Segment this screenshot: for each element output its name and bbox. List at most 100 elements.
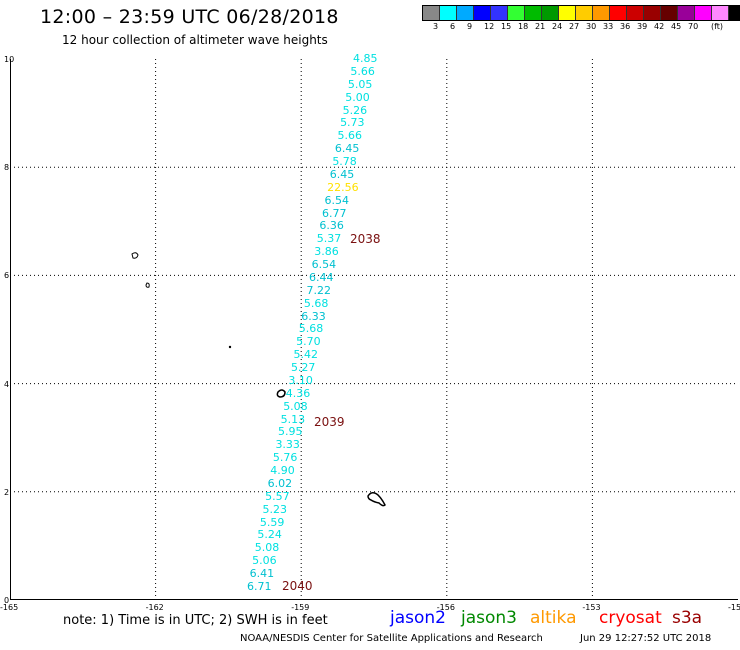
swh-reading: 6.41 [249,567,275,581]
swh-reading: 6.77 [321,206,347,220]
swh-reading: 22.56 [327,180,359,194]
pass-label-2039: 2039 [314,415,345,429]
swh-reading: 5.59 [259,515,285,529]
legend-swatch [610,6,627,20]
pass-label-2038: 2038 [350,232,381,246]
legend-swatch [661,6,678,20]
legend-label: 9 [467,22,473,31]
x-tick-label: -162 [145,603,164,612]
swh-reading: 5.27 [290,361,316,375]
swh-reading: 5.26 [342,103,368,117]
island-2 [145,282,150,288]
swh-reading: 6.45 [334,142,360,156]
legend-swatch [729,6,740,20]
island-3 [228,345,232,349]
swh-reading: 5.08 [283,399,308,413]
color-legend [422,5,740,21]
swh-reading: 4.36 [285,386,311,400]
swh-reading: 5.95 [278,425,303,439]
legend-swatch [559,6,576,20]
swh-reading: 6.44 [309,270,334,284]
legend-swatch [457,6,474,20]
y-tick-label: 6 [4,271,10,281]
legend-swatch [712,6,729,20]
swh-reading: 5.70 [296,335,321,349]
swh-reading: 5.78 [332,155,357,169]
page-title: 12:00 – 23:59 UTC 06/28/2018 [40,6,339,28]
swh-reading: 6.45 [329,167,355,181]
islands [131,252,386,507]
y-tick-label: 4 [4,379,10,389]
legend-label: 42 [654,22,665,31]
swh-reading: 6.54 [324,193,350,207]
legend-swatch [508,6,525,20]
swh-reading: 3.10 [288,373,313,387]
swh-reading: 5.24 [257,528,282,542]
legend-label: 27 [569,22,580,31]
swh-reading: 7.22 [306,283,331,297]
legend-swatch [440,6,457,20]
swh-reading: 6.36 [319,219,344,233]
sat-altika: altika [530,608,577,628]
swh-reading: 5.68 [298,322,324,336]
generated-timestamp: Jun 29 12:27:52 UTC 2018 [580,633,712,644]
legend-label: 45 [671,22,682,31]
swh-reading: 6.54 [311,258,337,272]
swh-reading: 5.05 [347,77,373,91]
legend-label: 70 [688,22,699,31]
legend-swatch [695,6,712,20]
swh-reading: 5.57 [265,489,290,503]
map-grid [10,59,738,600]
legend-label: (ft) [711,22,724,31]
swh-reading: 5.66 [337,129,362,143]
x-tick-label: -165 [0,603,19,612]
swh-reading: 4.85 [353,52,378,65]
sat-cryosat: cryosat [599,608,662,628]
sat-jason2: jason2 [390,608,446,628]
swh-reading: 5.42 [293,348,319,362]
swh-reading: 4.90 [270,464,295,478]
swh-reading: 6.02 [267,476,293,490]
swh-reading: 3.33 [275,438,300,452]
legend-label: 30 [586,22,597,31]
legend-label: 15 [501,22,512,31]
swh-reading: 5.00 [345,90,370,104]
legend-swatch [627,6,644,20]
legend-label: 18 [518,22,529,31]
swh-reading: 5.37 [316,232,342,246]
page-subtitle: 12 hour collection of altimeter wave hei… [62,33,328,47]
island-4 [276,389,286,398]
legend-swatch [491,6,508,20]
sat-s3a: s3a [672,608,703,628]
sat-jason3: jason3 [461,608,517,628]
y-tick-label: 8 [4,163,10,173]
x-tick-label: -150 [728,603,740,612]
legend-label: 36 [620,22,631,31]
legend-label: 24 [552,22,563,31]
credit-line: NOAA/NESDIS Center for Satellite Applica… [240,633,543,644]
legend-label: 21 [535,22,546,31]
legend-label: 3 [433,22,439,31]
pass-label-2040: 2040 [282,579,313,593]
y-tick-label: 2 [4,487,10,497]
y-tick-label: 0 [4,596,10,605]
swh-reading: 6.71 [247,580,272,593]
legend-swatch [678,6,695,20]
legend-swatch [542,6,559,20]
swh-reading: 5.76 [272,451,298,465]
legend-label: 33 [603,22,614,31]
swh-reading: 5.06 [252,554,277,568]
island-5 [367,492,386,507]
y-tick-label: 10 [4,55,15,64]
legend-label: 6 [450,22,456,31]
swh-reading: 5.08 [254,541,280,555]
swh-reading: 3.86 [314,245,339,259]
legend-swatch [474,6,491,20]
x-tick-label: -153 [582,603,601,612]
swh-reading: 5.23 [262,502,288,516]
swh-reading: 5.13 [280,412,306,426]
legend-label: 39 [637,22,648,31]
legend-swatch [525,6,542,20]
legend-swatch [644,6,661,20]
